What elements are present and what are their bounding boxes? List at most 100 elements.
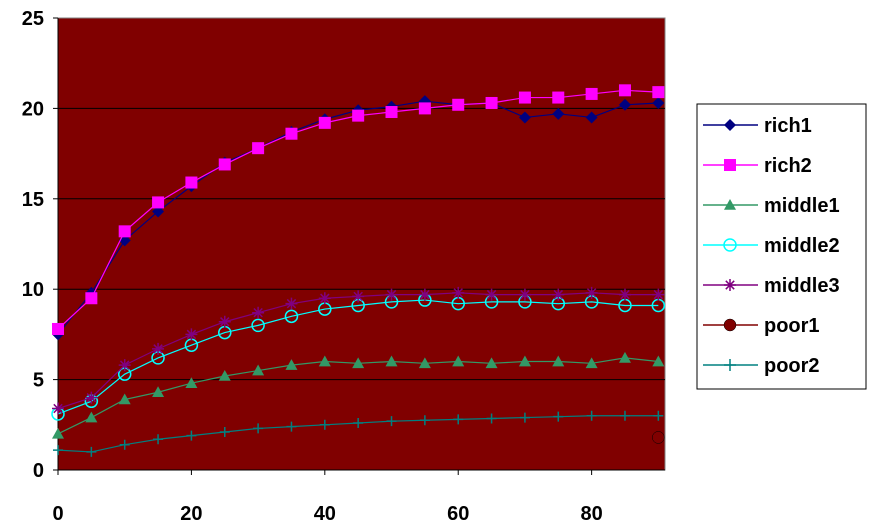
data-point — [252, 306, 265, 319]
data-point — [285, 359, 298, 370]
data-point — [118, 359, 131, 372]
legend-label: middle2 — [764, 235, 840, 257]
data-point — [418, 102, 431, 115]
data-point — [52, 402, 64, 415]
legend-box — [696, 103, 867, 390]
data-point — [586, 410, 597, 421]
data-point — [418, 288, 431, 301]
data-point — [724, 359, 736, 371]
legend-item-middle2: middle2 — [703, 235, 840, 257]
data-point — [452, 98, 465, 111]
data-point — [385, 355, 398, 367]
data-point — [724, 159, 736, 171]
data-point — [618, 351, 631, 363]
data-point — [452, 286, 465, 299]
data-point — [552, 288, 565, 301]
data-point — [152, 196, 165, 209]
legend-label: poor1 — [764, 315, 820, 337]
data-point — [319, 419, 330, 430]
data-point — [218, 158, 231, 171]
data-point — [353, 417, 364, 428]
data-point — [724, 199, 736, 210]
legend-label: middle3 — [764, 275, 840, 297]
data-point — [352, 290, 365, 303]
data-point — [219, 427, 230, 438]
data-point — [85, 391, 98, 404]
legend: rich1 rich2 middle1 middle2 middle3 poor1 poor… — [696, 103, 867, 390]
data-point — [585, 286, 598, 299]
data-point — [318, 355, 331, 367]
data-point — [724, 279, 736, 291]
legend-item-rich2: rich2 — [703, 155, 812, 177]
data-point — [218, 369, 231, 381]
legend-label: rich2 — [764, 155, 812, 177]
data-point — [419, 415, 430, 426]
data-point — [218, 315, 231, 328]
data-point — [552, 91, 565, 104]
data-point — [485, 96, 498, 109]
data-point — [118, 393, 131, 405]
data-point — [418, 357, 431, 369]
series-rich2 — [52, 84, 665, 335]
data-point — [251, 318, 265, 333]
y-tick-label: 5 — [33, 370, 44, 392]
data-point — [485, 357, 498, 369]
y-tick-label: 10 — [22, 279, 44, 301]
data-point — [552, 107, 565, 120]
data-point — [318, 116, 331, 129]
x-tick-label: 0 — [52, 503, 63, 525]
data-point — [518, 288, 531, 301]
data-point — [519, 412, 530, 423]
data-point — [723, 238, 737, 252]
data-point — [118, 225, 131, 238]
data-point — [286, 421, 297, 432]
data-point — [618, 288, 631, 301]
legend-label: middle1 — [764, 195, 840, 217]
data-point — [152, 386, 165, 398]
x-tick-label: 80 — [581, 503, 603, 525]
legend-label: poor2 — [764, 355, 820, 377]
plot-area — [57, 17, 666, 471]
data-point — [618, 84, 631, 97]
legend-item-poor2: poor2 — [703, 355, 820, 377]
series-middle1 — [52, 351, 665, 439]
data-point — [585, 87, 598, 100]
data-point — [652, 86, 665, 99]
data-point — [285, 127, 298, 140]
data-point — [152, 342, 165, 355]
data-point — [652, 96, 665, 109]
data-point — [284, 309, 299, 324]
data-point — [185, 176, 198, 189]
series-layer — [51, 84, 666, 457]
data-point — [652, 288, 665, 301]
data-point — [619, 410, 630, 421]
data-point — [85, 411, 98, 423]
data-point — [285, 297, 298, 310]
y-tick-label: 20 — [22, 98, 44, 120]
legend-label: rich1 — [764, 115, 812, 137]
data-point — [618, 98, 631, 111]
data-point — [385, 288, 398, 301]
data-point — [724, 119, 736, 131]
data-point — [153, 434, 164, 445]
data-point — [486, 413, 497, 424]
data-point — [85, 292, 98, 305]
data-point — [723, 318, 737, 332]
data-point — [185, 377, 198, 389]
legend-item-rich1: rich1 — [703, 115, 812, 137]
data-point — [385, 106, 398, 119]
data-point — [119, 439, 130, 450]
series-poor2 — [53, 410, 664, 457]
tick-labels: 0 5 10 15 20 25 0 20 40 60 80 — [22, 8, 603, 525]
x-tick-label: 40 — [314, 503, 336, 525]
data-point — [653, 410, 664, 421]
series-line-middle2 — [57, 299, 659, 415]
legend-item-middle3: middle3 — [703, 275, 840, 297]
data-point — [318, 292, 331, 305]
data-point — [152, 205, 165, 218]
data-point — [53, 445, 63, 456]
data-point — [453, 414, 464, 425]
series-poor1 — [652, 431, 665, 444]
data-point — [585, 357, 598, 369]
